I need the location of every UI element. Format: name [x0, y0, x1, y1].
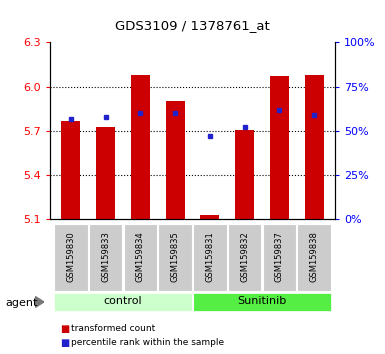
- Bar: [131, 75, 150, 219]
- Text: GDS3109 / 1378761_at: GDS3109 / 1378761_at: [115, 19, 270, 33]
- Text: agent: agent: [6, 298, 38, 308]
- Text: GSM159830: GSM159830: [66, 231, 75, 282]
- Text: GSM159833: GSM159833: [101, 231, 110, 282]
- Text: ■: ■: [60, 338, 69, 348]
- FancyBboxPatch shape: [159, 224, 192, 291]
- FancyBboxPatch shape: [193, 224, 226, 291]
- Bar: [305, 75, 324, 219]
- Text: Sunitinib: Sunitinib: [238, 296, 286, 307]
- Bar: [270, 76, 289, 219]
- FancyBboxPatch shape: [298, 224, 331, 291]
- Bar: [61, 121, 80, 219]
- Text: control: control: [104, 296, 142, 307]
- Text: GSM159838: GSM159838: [310, 231, 319, 282]
- Bar: [166, 102, 185, 219]
- Text: ■: ■: [60, 324, 69, 333]
- FancyBboxPatch shape: [54, 224, 87, 291]
- FancyBboxPatch shape: [124, 224, 157, 291]
- Text: GSM159831: GSM159831: [205, 231, 214, 282]
- Text: GSM159832: GSM159832: [240, 231, 249, 282]
- Text: GSM159837: GSM159837: [275, 231, 284, 282]
- Bar: [200, 215, 219, 219]
- FancyBboxPatch shape: [228, 224, 261, 291]
- FancyBboxPatch shape: [192, 293, 331, 310]
- Text: percentile rank within the sample: percentile rank within the sample: [71, 338, 224, 347]
- Text: transformed count: transformed count: [71, 324, 156, 333]
- Text: GSM159835: GSM159835: [171, 231, 180, 282]
- Bar: [235, 130, 254, 219]
- FancyBboxPatch shape: [263, 224, 296, 291]
- Text: GSM159834: GSM159834: [136, 231, 145, 282]
- Bar: [96, 126, 115, 219]
- FancyBboxPatch shape: [54, 293, 192, 310]
- FancyBboxPatch shape: [89, 224, 122, 291]
- Polygon shape: [35, 297, 44, 307]
